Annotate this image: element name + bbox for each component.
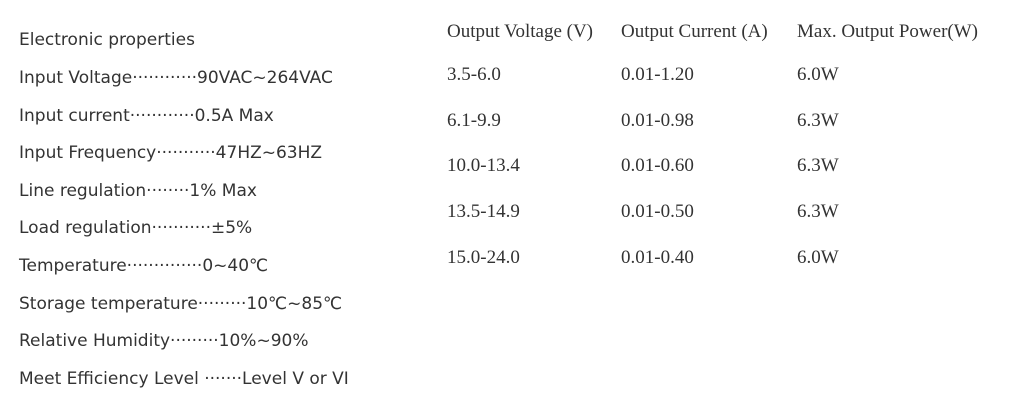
property-item: Temperature··············0~40℃ — [19, 256, 269, 276]
table-cell: 0.01-0.60 — [621, 155, 694, 177]
property-item: Meet Efficiency Level ·······Level V or … — [19, 368, 349, 389]
table-cell: 6.0W — [797, 64, 839, 85]
property-item: Input current············0.5A Max — [19, 105, 274, 126]
table-cell: 0.01-0.98 — [621, 109, 694, 131]
property-item: Load regulation···········±5% — [19, 218, 253, 239]
property-item: Input Voltage············90VAC~264VAC — [19, 68, 333, 88]
table-cell: 10.0-13.4 — [447, 155, 520, 177]
table-header: Output Voltage (V) — [447, 21, 594, 42]
table-cell: 3.5-6.0 — [447, 64, 501, 85]
table-cell: 15.0-24.0 — [447, 246, 520, 268]
table-cell: 6.3W — [797, 109, 839, 131]
property-item: Relative Humidity·········10%~90% — [19, 331, 309, 352]
table-header: Max. Output Power(W) — [797, 21, 978, 42]
table-header: Output Current (A) — [621, 21, 768, 42]
property-item: Storage temperature·········10℃~85℃ — [19, 293, 343, 314]
property-item: Line regulation········1% Max — [19, 180, 257, 201]
properties-title: Electronic properties — [19, 30, 195, 50]
table-cell: 13.5-14.9 — [447, 201, 520, 223]
table-cell: 6.0W — [797, 246, 839, 268]
table-cell: 0.01-0.50 — [621, 201, 694, 223]
table-cell: 6.1-9.9 — [447, 109, 501, 131]
table-cell: 0.01-0.40 — [621, 246, 694, 268]
property-item: Input Frequency···········47HZ~63HZ — [19, 143, 323, 164]
table-cell: 6.3W — [797, 155, 839, 177]
table-cell: 0.01-1.20 — [621, 64, 694, 85]
table-cell: 6.3W — [797, 201, 839, 223]
